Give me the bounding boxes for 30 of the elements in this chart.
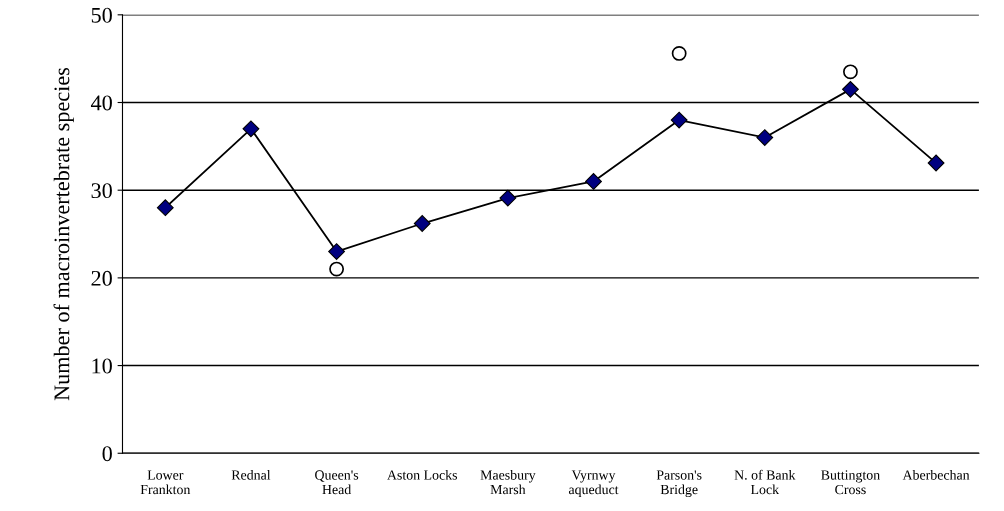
x-tick-label: Buttington Cross xyxy=(821,470,880,495)
y-tick-label: 50 xyxy=(91,7,112,23)
y-tick-label: 40 xyxy=(90,95,112,111)
y-tick-label: 30 xyxy=(91,183,112,199)
point xyxy=(413,215,431,232)
x-tick-label: Lower Frankton xyxy=(140,470,191,495)
y-tick-label: 0 xyxy=(102,446,112,462)
x-tick-label: Queen's Head xyxy=(315,470,359,495)
y-tick-label: 10 xyxy=(92,358,112,374)
y-axis-title: Number of macroinvertebrate species xyxy=(53,67,74,401)
point xyxy=(499,189,517,207)
point xyxy=(842,80,859,98)
x-tick-label: Aston Locks xyxy=(387,469,458,480)
x-tick-label: Maesbury Marsh xyxy=(480,469,536,495)
point xyxy=(670,111,688,129)
point xyxy=(156,199,174,217)
point xyxy=(329,261,345,277)
point xyxy=(843,64,858,80)
x-tick-label: Parson's Bridge xyxy=(656,470,702,498)
x-tick-label: Rednal xyxy=(231,469,271,480)
y-tick-label: 20 xyxy=(91,270,112,286)
point xyxy=(671,45,687,61)
x-tick-label: Vyrnwy aqueduct xyxy=(568,470,619,498)
point xyxy=(328,243,346,260)
x-tick-label: N. of Bank Lock xyxy=(734,469,796,495)
point xyxy=(585,173,602,190)
point xyxy=(242,120,260,138)
point xyxy=(927,154,945,172)
point xyxy=(756,129,774,146)
x-tick-label: Aberbechan xyxy=(902,469,970,480)
